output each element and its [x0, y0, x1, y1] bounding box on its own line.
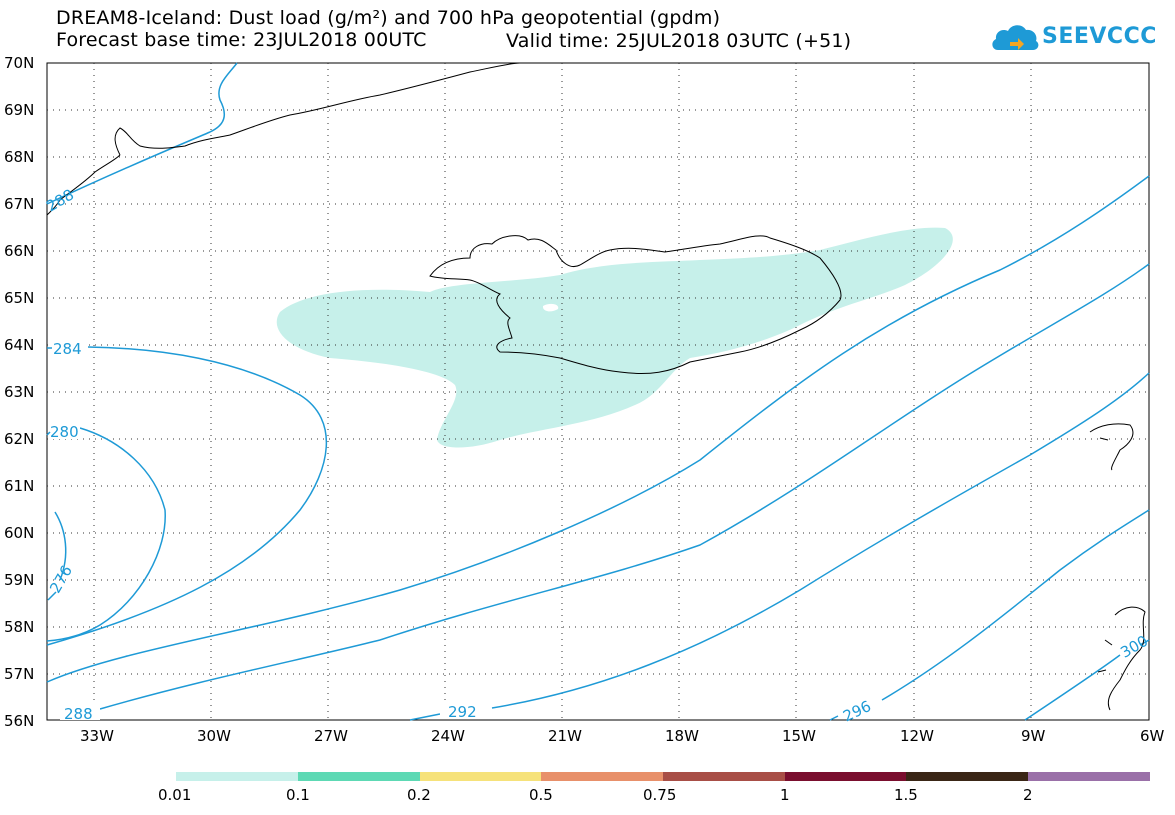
lon-label: 21W — [548, 727, 582, 745]
lat-label: 62N — [4, 430, 34, 448]
colorbar-label: 0.75 — [643, 786, 676, 804]
contour-276 — [47, 511, 67, 601]
geopotential-contours — [46, 62, 1150, 721]
contour-280 — [46, 427, 166, 642]
colorbar-segment — [420, 772, 541, 781]
lat-label: 66N — [4, 242, 34, 260]
latitude-labels: 70N 69N 68N 67N 66N 65N 64N 63N 62N 61N … — [4, 54, 34, 730]
valid-time: Valid time: 25JUL2018 03UTC (+51) — [506, 30, 852, 52]
lon-label: 27W — [314, 727, 348, 745]
colorbar-label: 2 — [1023, 786, 1033, 804]
contour-300 — [1024, 639, 1150, 721]
lon-label: 12W — [900, 727, 934, 745]
lon-label: 18W — [665, 727, 699, 745]
lat-label: 59N — [4, 571, 34, 589]
cloud-logo-icon — [992, 25, 1039, 50]
lat-label: 58N — [4, 618, 34, 636]
lat-label: 69N — [4, 101, 34, 119]
forecast-base-time: Forecast base time: 23JUL2018 00UTC — [56, 29, 427, 51]
contour-label: 288 — [64, 705, 93, 723]
lat-label: 57N — [4, 665, 34, 683]
contour-top — [46, 62, 238, 205]
lon-label: 30W — [197, 727, 231, 745]
colorbar-label: 0.1 — [286, 786, 310, 804]
lat-label: 61N — [4, 477, 34, 495]
contour-label: 284 — [53, 340, 82, 358]
colorbar-segment — [906, 772, 1028, 781]
lon-label: 6W — [1140, 727, 1165, 745]
lat-label: 64N — [4, 336, 34, 354]
contour-292 — [409, 372, 1150, 721]
lat-label: 70N — [4, 54, 34, 72]
colorbar-segment — [541, 772, 663, 781]
colorbar: 0.01 0.1 0.2 0.5 0.75 1 1.5 2 — [158, 772, 1150, 804]
contour-label: 280 — [50, 423, 79, 441]
colorbar-label: 0.01 — [158, 786, 191, 804]
logo-text: SEEVCCC — [1042, 24, 1157, 49]
contour-288 — [46, 175, 1150, 683]
greenland-coast — [46, 62, 521, 216]
contour-label: 292 — [448, 703, 477, 721]
lat-label: 63N — [4, 383, 34, 401]
coastlines — [46, 62, 1146, 711]
lat-label: 67N — [4, 195, 34, 213]
lon-label: 15W — [782, 727, 816, 745]
lat-label: 65N — [4, 289, 34, 307]
faroe-coast — [1089, 423, 1134, 471]
lon-label: 33W — [80, 727, 114, 745]
contour-296 — [829, 509, 1150, 721]
colorbar-segment — [176, 772, 298, 781]
colorbar-segment — [1028, 772, 1150, 781]
dust-load-area — [276, 227, 953, 448]
contour-288b — [99, 263, 1150, 710]
colorbar-segment — [785, 772, 906, 781]
longitude-labels: 33W 30W 27W 24W 21W 18W 15W 12W 9W 6W — [80, 727, 1165, 745]
dust-gap — [542, 303, 559, 312]
colorbar-label: 1 — [780, 786, 790, 804]
scotland-coast — [1097, 606, 1146, 711]
lon-label: 24W — [431, 727, 465, 745]
colorbar-label: 0.2 — [407, 786, 431, 804]
map-title: DREAM8-Iceland: Dust load (g/m²) and 700… — [56, 7, 721, 29]
lat-label: 60N — [4, 524, 34, 542]
colorbar-label: 1.5 — [894, 786, 918, 804]
lat-label: 56N — [4, 712, 34, 730]
colorbar-segment — [298, 772, 420, 781]
colorbar-segment — [663, 772, 785, 781]
iceland-coast — [429, 235, 842, 375]
lat-label: 68N — [4, 148, 34, 166]
lon-label: 9W — [1021, 727, 1046, 745]
graticule — [47, 63, 1149, 720]
colorbar-label: 0.5 — [529, 786, 553, 804]
